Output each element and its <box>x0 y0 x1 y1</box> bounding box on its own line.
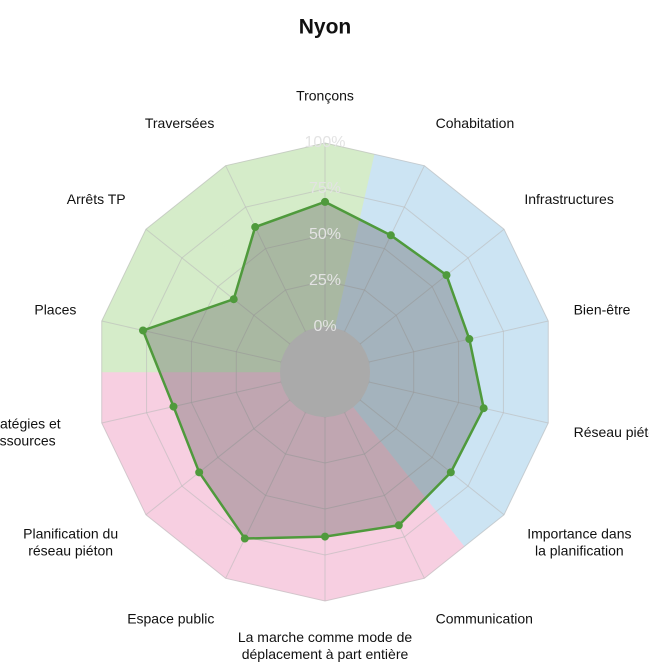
center-disc <box>280 327 370 417</box>
spoke <box>145 228 291 345</box>
chart-title: Nyon <box>299 16 352 39</box>
category-label: Communication <box>436 610 533 626</box>
spoke <box>344 412 425 579</box>
category-label: Importance dans <box>527 526 631 542</box>
data-point <box>321 532 329 541</box>
data-point <box>251 223 260 232</box>
spoke <box>145 399 291 516</box>
r-tick-label: 75% <box>309 180 341 197</box>
data-point <box>442 271 451 280</box>
data-point <box>139 326 148 335</box>
spoke <box>225 412 306 579</box>
category-label: La marche comme mode de <box>238 629 413 645</box>
data-point <box>321 197 329 206</box>
category-label: Réseau piéton <box>574 424 649 440</box>
category-label: Planification du <box>23 526 118 542</box>
data-point <box>229 295 238 304</box>
spoke <box>359 228 505 345</box>
category-label: Infrastructures <box>524 191 613 207</box>
spoke <box>344 165 425 332</box>
spoke <box>368 381 549 424</box>
spoke <box>101 320 282 363</box>
spoke <box>225 165 306 332</box>
r-tick-label: 25% <box>309 272 341 289</box>
r-tick-label: 50% <box>309 226 341 243</box>
data-point <box>465 335 474 344</box>
category-label: Bien-être <box>574 302 631 318</box>
r-tick-label: 100% <box>305 134 346 151</box>
category-label: ressources <box>0 432 56 448</box>
category-label: Arrêts TP <box>67 191 126 207</box>
category-label: Cohabitation <box>436 115 515 131</box>
category-label: déplacement à part entière <box>242 646 409 662</box>
category-label: réseau piéton <box>28 543 113 559</box>
category-label: la planification <box>535 543 624 559</box>
data-point <box>169 402 178 411</box>
category-label: Traversées <box>145 115 215 131</box>
data-point <box>195 468 204 477</box>
data-point <box>479 404 488 413</box>
category-label: Stratégies et <box>0 415 61 431</box>
category-label: Espace public <box>127 610 214 626</box>
spoke <box>368 320 549 363</box>
category-label: Tronçons <box>296 88 354 104</box>
data-point <box>240 534 249 543</box>
spoke <box>359 399 505 516</box>
category-label: Places <box>34 302 76 318</box>
data-point <box>394 521 403 530</box>
data-point <box>446 468 455 477</box>
r-tick-label: 0% <box>313 318 336 335</box>
spoke <box>101 381 282 424</box>
data-point <box>386 231 395 240</box>
